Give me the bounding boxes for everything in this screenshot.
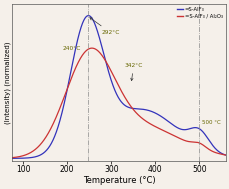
Legend: =S-AlF₃, =S-AlF₃ / Al₂O₃: =S-AlF₃, =S-AlF₃ / Al₂O₃ [175, 7, 222, 19]
Text: 342°C: 342°C [124, 63, 142, 81]
Text: 240°C: 240°C [63, 46, 81, 51]
X-axis label: Temperature (°C): Temperature (°C) [82, 176, 155, 185]
Text: 500 °C: 500 °C [201, 120, 219, 125]
Text: 292°C: 292°C [90, 18, 119, 35]
Y-axis label: (Intensity) (normalized): (Intensity) (normalized) [4, 41, 11, 124]
